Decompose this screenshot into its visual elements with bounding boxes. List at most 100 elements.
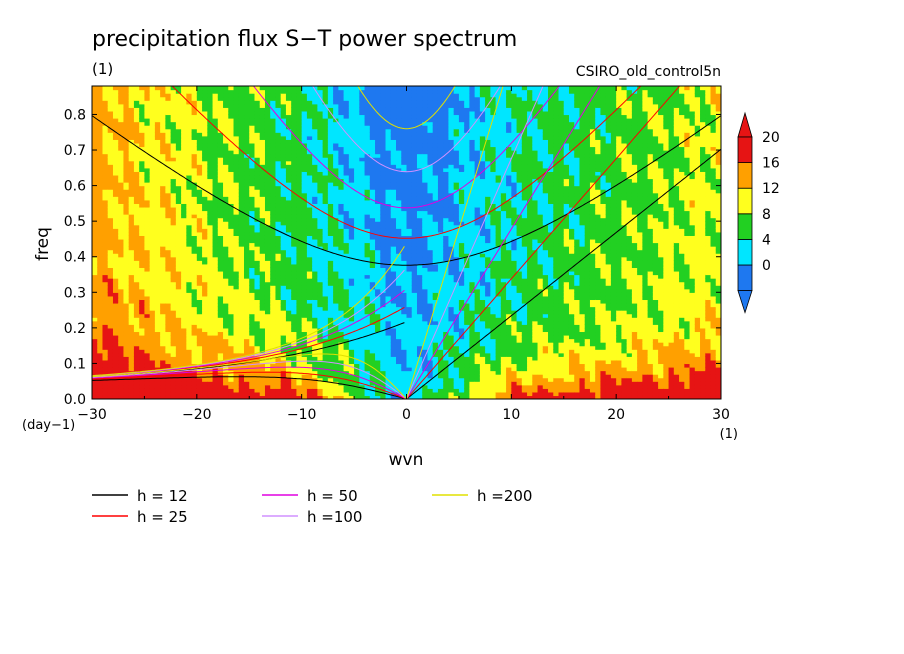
heat-cell [259, 100, 266, 105]
heat-cell [160, 96, 166, 101]
heat-cell [92, 242, 98, 247]
heat-cell [375, 139, 381, 144]
heat-cell [212, 114, 219, 119]
heat-cell [238, 253, 245, 258]
heat-cell [165, 352, 172, 357]
heat-cell [280, 135, 287, 140]
heat-cell [354, 292, 360, 297]
heat-cell [238, 203, 245, 208]
heat-cell [301, 331, 308, 336]
heat-cell [322, 278, 329, 283]
heat-cell [254, 374, 261, 379]
heat-cell [333, 366, 339, 372]
heat-cell [186, 228, 193, 233]
heat-cell [327, 363, 334, 368]
heat-cell [249, 157, 256, 162]
heat-cell [149, 128, 156, 133]
heat-cell [280, 185, 287, 190]
heat-cell [317, 178, 324, 183]
heat-cell [102, 363, 109, 368]
heat-cell [112, 313, 119, 318]
heat-cell [343, 345, 350, 350]
heat-cell [348, 395, 355, 399]
heat-cell [128, 238, 135, 244]
heat-cell [175, 167, 182, 172]
heat-cell [369, 366, 376, 372]
heat-cell [175, 132, 182, 137]
heat-cell [102, 391, 109, 397]
heat-cell [244, 214, 250, 219]
heat-cell [312, 366, 318, 372]
heat-cell [296, 238, 303, 244]
heat-cell [170, 317, 177, 322]
heat-cell [97, 313, 104, 318]
heat-cell [139, 320, 146, 325]
heat-cell [202, 381, 208, 386]
heat-cell [238, 310, 245, 315]
heat-cell [223, 178, 229, 183]
heat-cell [97, 238, 104, 244]
heat-cell [144, 317, 151, 322]
heat-cell [285, 377, 292, 382]
heat-cell [217, 107, 224, 112]
heat-cell [275, 363, 282, 368]
heat-cell [175, 345, 182, 350]
heat-cell [212, 192, 219, 197]
heat-cell [186, 270, 193, 276]
heat-cell [338, 121, 345, 126]
heat-cell [375, 342, 381, 347]
heat-cell [207, 86, 214, 91]
heat-cell [275, 374, 282, 379]
heat-cell [354, 324, 360, 329]
heat-cell [385, 366, 392, 372]
heat-cell [244, 249, 250, 254]
heat-cell [170, 263, 177, 268]
heat-cell [306, 185, 313, 190]
heat-cell [312, 107, 318, 112]
heat-cell [280, 150, 287, 155]
heat-cell [139, 356, 146, 361]
heat-cell [133, 128, 140, 133]
heat-cell [202, 342, 208, 347]
heat-cell [238, 374, 245, 379]
heat-cell [212, 274, 219, 279]
heat-cell [102, 324, 109, 329]
heat-cell [364, 384, 371, 389]
heat-cell [154, 93, 161, 98]
heat-cell [306, 210, 313, 215]
heat-cell [380, 164, 387, 169]
heat-cell [375, 285, 381, 290]
heat-cell [280, 285, 287, 290]
heat-cell [228, 302, 235, 308]
heat-cell [359, 260, 366, 265]
heat-cell [92, 299, 98, 304]
heat-cell [144, 139, 151, 144]
heat-cell [343, 270, 350, 276]
heat-cell [338, 196, 345, 201]
heat-cell [249, 150, 256, 155]
heat-cell [296, 182, 303, 187]
heat-cell [165, 324, 172, 329]
heat-cell [369, 192, 376, 197]
heat-cell [385, 238, 392, 244]
heat-cell [165, 171, 172, 176]
heat-cell [112, 381, 119, 386]
heat-cell [144, 278, 151, 283]
heat-cell [380, 89, 387, 94]
heat-cell [128, 267, 135, 272]
heat-cell [317, 103, 324, 108]
heat-cell [280, 160, 287, 165]
heat-cell [102, 274, 109, 279]
heat-cell [154, 338, 161, 343]
heat-cell [196, 324, 203, 329]
heat-cell [149, 160, 156, 165]
heat-cell [270, 317, 277, 322]
heat-cell [154, 352, 161, 357]
heat-cell [359, 374, 366, 379]
heat-cell [380, 178, 387, 183]
heat-cell [107, 260, 114, 265]
heat-cell [102, 203, 109, 208]
heat-cell [112, 125, 119, 130]
heat-cell [228, 377, 235, 382]
heat-cell [212, 150, 219, 155]
